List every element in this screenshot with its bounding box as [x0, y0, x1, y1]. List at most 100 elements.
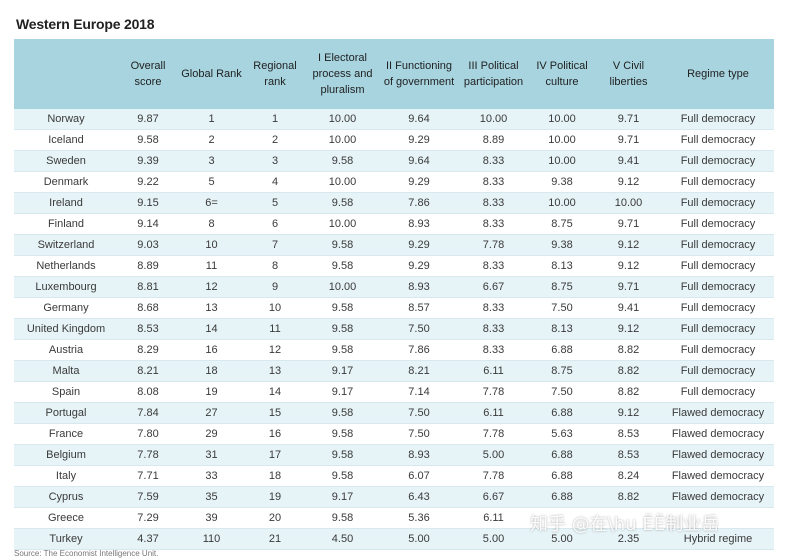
- cell-civil-liberties: 8.53: [595, 423, 662, 445]
- cell-electoral-process: 4.50: [305, 528, 380, 550]
- table-row: Denmark 9.22 5 4 10.00 9.29 8.33 9.38 9.12 Full d…: [14, 171, 774, 193]
- cell-regional-rank: 14: [245, 381, 305, 403]
- cell-political-participation: 10.00: [458, 109, 529, 130]
- cell-civil-liberties: 9.12: [595, 171, 662, 193]
- cell-regime-type: Full democracy: [662, 129, 774, 151]
- cell-global-rank: 31: [178, 444, 245, 466]
- cell-functioning-of-government: 6.07: [380, 465, 458, 487]
- cell-regional-rank: 21: [245, 528, 305, 550]
- header-global-rank: Global Rank: [178, 39, 245, 109]
- cell-global-rank: 10: [178, 234, 245, 256]
- cell-political-participation: 8.33: [458, 339, 529, 361]
- cell-global-rank: 5: [178, 171, 245, 193]
- cell-regional-rank: 12: [245, 339, 305, 361]
- cell-overall-score: 7.78: [118, 444, 178, 466]
- cell-civil-liberties: 9.71: [595, 109, 662, 130]
- cell-global-rank: 11: [178, 255, 245, 277]
- header-regime-type: Regime type: [662, 39, 774, 109]
- cell-functioning-of-government: 9.29: [380, 234, 458, 256]
- cell-electoral-process: 9.58: [305, 465, 380, 487]
- cell-regional-rank: 19: [245, 486, 305, 508]
- cell-electoral-process: 9.58: [305, 402, 380, 424]
- cell-electoral-process: 9.58: [305, 192, 380, 214]
- cell-electoral-process: 9.58: [305, 339, 380, 361]
- cell-civil-liberties: 9.71: [595, 213, 662, 235]
- cell-political-culture: 6.88: [529, 465, 595, 487]
- cell-global-rank: 110: [178, 528, 245, 550]
- header-functioning-of-government: II Functioning of government: [380, 39, 458, 109]
- cell-civil-liberties: 8.82: [595, 360, 662, 382]
- cell-regional-rank: 15: [245, 402, 305, 424]
- cell-functioning-of-government: 7.86: [380, 339, 458, 361]
- cell-political-culture: 9.38: [529, 171, 595, 193]
- cell-functioning-of-government: 7.50: [380, 423, 458, 445]
- cell-regime-type: Full democracy: [662, 192, 774, 214]
- cell-global-rank: 39: [178, 507, 245, 529]
- cell-country: Iceland: [14, 129, 118, 151]
- cell-political-participation: 5.00: [458, 528, 529, 550]
- cell-regime-type: Full democracy: [662, 109, 774, 130]
- table-row: Finland 9.14 8 6 10.00 8.93 8.33 8.75 9.71 Full d…: [14, 213, 774, 235]
- cell-regime-type: Full democracy: [662, 381, 774, 403]
- cell-political-participation: 5.00: [458, 444, 529, 466]
- cell-political-culture: 10.00: [529, 150, 595, 172]
- cell-country: Malta: [14, 360, 118, 382]
- cell-political-culture: 8.75: [529, 276, 595, 298]
- cell-regional-rank: 1: [245, 109, 305, 130]
- cell-regional-rank: 3: [245, 150, 305, 172]
- cell-global-rank: 35: [178, 486, 245, 508]
- cell-regional-rank: 8: [245, 255, 305, 277]
- cell-political-culture: 5.00: [529, 528, 595, 550]
- cell-political-culture: 10.00: [529, 109, 595, 130]
- cell-global-rank: 18: [178, 360, 245, 382]
- cell-global-rank: 19: [178, 381, 245, 403]
- cell-functioning-of-government: 7.86: [380, 192, 458, 214]
- cell-overall-score: 9.22: [118, 171, 178, 193]
- cell-political-culture: 7.50: [529, 381, 595, 403]
- cell-country: Denmark: [14, 171, 118, 193]
- cell-political-culture: 6.88: [529, 339, 595, 361]
- cell-civil-liberties: 8.24: [595, 465, 662, 487]
- cell-electoral-process: 9.17: [305, 486, 380, 508]
- cell-global-rank: 33: [178, 465, 245, 487]
- cell-regime-type: Flawed democracy: [662, 444, 774, 466]
- cell-country: Finland: [14, 213, 118, 235]
- cell-overall-score: 9.39: [118, 150, 178, 172]
- cell-overall-score: 4.37: [118, 528, 178, 550]
- cell-political-participation: 8.33: [458, 297, 529, 319]
- cell-regional-rank: 10: [245, 297, 305, 319]
- header-electoral-process: I Electoral process and pluralism: [305, 39, 380, 109]
- cell-civil-liberties: 9.12: [595, 234, 662, 256]
- cell-functioning-of-government: 7.14: [380, 381, 458, 403]
- cell-political-culture: 7.50: [529, 297, 595, 319]
- cell-political-culture: 8.13: [529, 255, 595, 277]
- table-row: Norway 9.87 1 1 10.00 9.64 10.00 10.00 9.71 Full …: [14, 109, 774, 130]
- cell-global-rank: 8: [178, 213, 245, 235]
- cell-regime-type: Full democracy: [662, 339, 774, 361]
- cell-overall-score: 7.71: [118, 465, 178, 487]
- cell-political-culture: 8.75: [529, 360, 595, 382]
- table-row: Austria 8.29 16 12 9.58 7.86 8.33 6.88 8.82 Full …: [14, 339, 774, 361]
- cell-country: France: [14, 423, 118, 445]
- cell-political-culture: 5.63: [529, 423, 595, 445]
- cell-regime-type: Full democracy: [662, 213, 774, 235]
- cell-country: Sweden: [14, 150, 118, 172]
- cell-regime-type: Full democracy: [662, 255, 774, 277]
- cell-regime-type: Full democracy: [662, 318, 774, 340]
- header-row: Overall score Global Rank Regional rank …: [14, 39, 774, 109]
- header-country: [14, 39, 118, 109]
- cell-civil-liberties: 9.71: [595, 276, 662, 298]
- cell-civil-liberties: 9.41: [595, 150, 662, 172]
- cell-functioning-of-government: 6.43: [380, 486, 458, 508]
- cell-functioning-of-government: 8.93: [380, 276, 458, 298]
- cell-country: Spain: [14, 381, 118, 403]
- table-row: United Kingdom 8.53 14 11 9.58 7.50 8.33 8.13 9.…: [14, 318, 774, 340]
- cell-country: Portugal: [14, 402, 118, 424]
- cell-overall-score: 7.29: [118, 507, 178, 529]
- cell-electoral-process: 9.17: [305, 381, 380, 403]
- cell-overall-score: 7.84: [118, 402, 178, 424]
- cell-regional-rank: 2: [245, 129, 305, 151]
- cell-global-rank: 13: [178, 297, 245, 319]
- table-row: Germany 8.68 13 10 9.58 8.57 8.33 7.50 9.41 Full …: [14, 297, 774, 319]
- table-row: Netherlands 8.89 11 8 9.58 9.29 8.33 8.13 9.12 Fu…: [14, 255, 774, 277]
